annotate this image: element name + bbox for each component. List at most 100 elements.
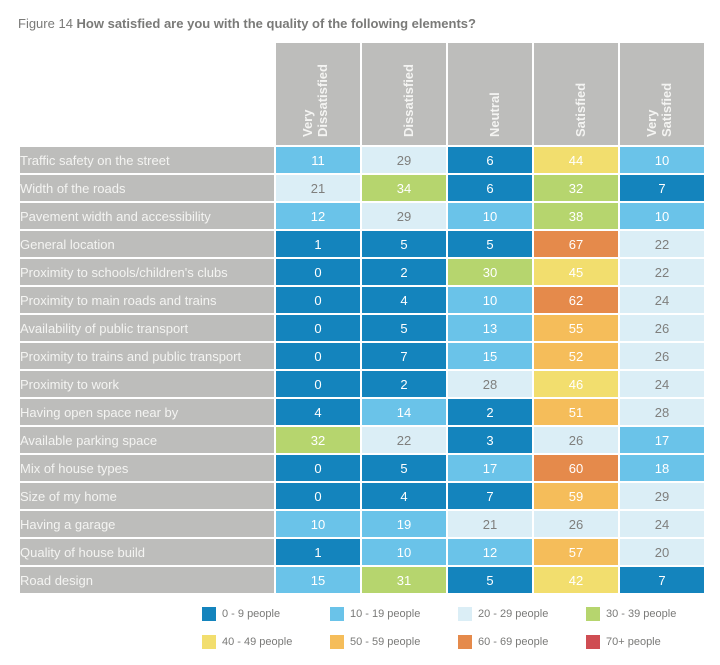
column-header-label: Dissatisfied <box>401 64 416 137</box>
table-row: Having open space near by41425128 <box>20 399 704 425</box>
heatmap-cell: 5 <box>362 231 446 257</box>
heatmap-cell: 1 <box>276 539 360 565</box>
heatmap-cell: 38 <box>534 203 618 229</box>
legend-label: 50 - 59 people <box>350 636 420 648</box>
legend: 0 - 9 people10 - 19 people20 - 29 people… <box>18 607 702 649</box>
legend-item: 30 - 39 people <box>586 607 694 621</box>
legend-swatch <box>330 607 344 621</box>
heatmap-cell: 6 <box>448 147 532 173</box>
column-header: Neutral <box>448 43 532 145</box>
table-row: Availability of public transport05135526 <box>20 315 704 341</box>
legend-swatch <box>330 635 344 649</box>
heatmap-cell: 6 <box>448 175 532 201</box>
row-label: Proximity to trains and public transport <box>20 343 274 369</box>
column-header: VeryDissatisfied <box>276 43 360 145</box>
heatmap-cell: 7 <box>620 175 704 201</box>
heatmap-cell: 67 <box>534 231 618 257</box>
heatmap-cell: 19 <box>362 511 446 537</box>
table-row: Pavement width and accessibility12291038… <box>20 203 704 229</box>
table-row: Proximity to schools/children's clubs023… <box>20 259 704 285</box>
row-label: Proximity to schools/children's clubs <box>20 259 274 285</box>
table-row: Traffic safety on the street112964410 <box>20 147 704 173</box>
heatmap-cell: 28 <box>620 399 704 425</box>
heatmap-cell: 24 <box>620 287 704 313</box>
row-label: Proximity to main roads and trains <box>20 287 274 313</box>
heatmap-cell: 14 <box>362 399 446 425</box>
heatmap-cell: 24 <box>620 511 704 537</box>
heatmap-cell: 17 <box>448 455 532 481</box>
row-label: Having a garage <box>20 511 274 537</box>
heatmap-cell: 26 <box>534 511 618 537</box>
legend-item: 20 - 29 people <box>458 607 566 621</box>
heatmap-cell: 24 <box>620 371 704 397</box>
heatmap-cell: 32 <box>534 175 618 201</box>
heatmap-cell: 45 <box>534 259 618 285</box>
heatmap-cell: 29 <box>620 483 704 509</box>
legend-label: 0 - 9 people <box>222 608 280 620</box>
heatmap-cell: 51 <box>534 399 618 425</box>
row-label: Available parking space <box>20 427 274 453</box>
heatmap-cell: 21 <box>276 175 360 201</box>
table-row: Available parking space322232617 <box>20 427 704 453</box>
heatmap-cell: 4 <box>276 399 360 425</box>
heatmap-cell: 42 <box>534 567 618 593</box>
heatmap-cell: 30 <box>448 259 532 285</box>
row-label: Traffic safety on the street <box>20 147 274 173</box>
table-row: Proximity to main roads and trains041062… <box>20 287 704 313</box>
heatmap-cell: 15 <box>448 343 532 369</box>
heatmap-cell: 10 <box>362 539 446 565</box>
heatmap-cell: 20 <box>620 539 704 565</box>
heatmap-cell: 0 <box>276 259 360 285</box>
legend-swatch <box>202 607 216 621</box>
heatmap-cell: 22 <box>620 231 704 257</box>
heatmap-cell: 2 <box>362 371 446 397</box>
heatmap-cell: 44 <box>534 147 618 173</box>
column-header-label: VerySatisfied <box>644 83 674 137</box>
heatmap-cell: 7 <box>362 343 446 369</box>
table-row: Road design15315427 <box>20 567 704 593</box>
heatmap-cell: 52 <box>534 343 618 369</box>
table-corner-cell <box>20 43 274 145</box>
legend-item: 0 - 9 people <box>202 607 310 621</box>
table-row: Quality of house build110125720 <box>20 539 704 565</box>
heatmap-cell: 46 <box>534 371 618 397</box>
table-row: Proximity to work02284624 <box>20 371 704 397</box>
table-row: Having a garage1019212624 <box>20 511 704 537</box>
legend-label: 40 - 49 people <box>222 636 292 648</box>
heatmap-cell: 26 <box>620 315 704 341</box>
heatmap-cell: 7 <box>448 483 532 509</box>
row-label: Size of my home <box>20 483 274 509</box>
table-row: Width of the roads21346327 <box>20 175 704 201</box>
row-label: Having open space near by <box>20 399 274 425</box>
heatmap-cell: 0 <box>276 371 360 397</box>
row-label: Mix of house types <box>20 455 274 481</box>
heatmap-cell: 22 <box>362 427 446 453</box>
row-label: Quality of house build <box>20 539 274 565</box>
legend-swatch <box>458 635 472 649</box>
column-header: VerySatisfied <box>620 43 704 145</box>
heatmap-cell: 5 <box>362 455 446 481</box>
table-row: General location1556722 <box>20 231 704 257</box>
table-row: Proximity to trains and public transport… <box>20 343 704 369</box>
legend-label: 30 - 39 people <box>606 608 676 620</box>
heatmap-cell: 59 <box>534 483 618 509</box>
column-header: Dissatisfied <box>362 43 446 145</box>
heatmap-cell: 5 <box>448 231 532 257</box>
heatmap-cell: 0 <box>276 287 360 313</box>
heatmap-cell: 29 <box>362 147 446 173</box>
heatmap-cell: 10 <box>448 287 532 313</box>
figure-label: Figure 14 <box>18 16 73 31</box>
heatmap-cell: 13 <box>448 315 532 341</box>
heatmap-cell: 10 <box>620 203 704 229</box>
heatmap-cell: 0 <box>276 483 360 509</box>
heatmap-cell: 0 <box>276 315 360 341</box>
heatmap-cell: 0 <box>276 455 360 481</box>
heatmap-cell: 26 <box>534 427 618 453</box>
heatmap-cell: 2 <box>448 399 532 425</box>
table-head: VeryDissatisfied Dissatisfied NeutralSatis… <box>20 43 704 145</box>
heatmap-cell: 10 <box>448 203 532 229</box>
heatmap-cell: 12 <box>448 539 532 565</box>
heatmap-cell: 28 <box>448 371 532 397</box>
heatmap-cell: 4 <box>362 483 446 509</box>
column-header: Satisfied <box>534 43 618 145</box>
